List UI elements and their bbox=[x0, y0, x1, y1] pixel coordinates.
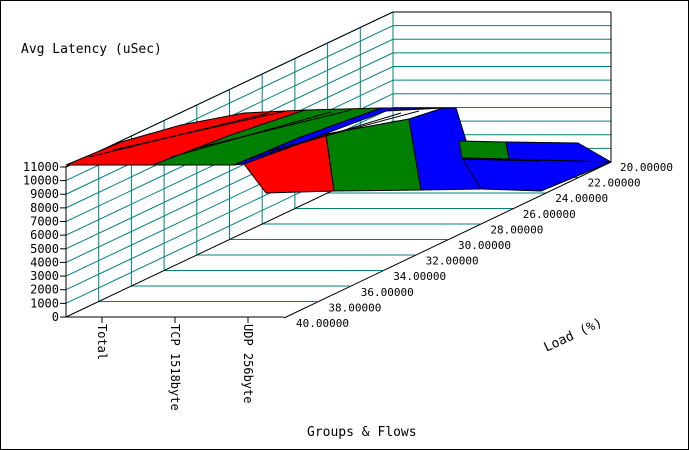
surface-polygon-green bbox=[458, 140, 510, 160]
group-tick-label: TCP 1518byte bbox=[168, 324, 182, 411]
load-tick-label: 40.00000 bbox=[296, 317, 349, 330]
leftwall-top-edge bbox=[65, 11, 394, 168]
surface-polygon-blue bbox=[461, 157, 612, 192]
category-axis-title: Groups & Flows bbox=[307, 425, 417, 440]
surface-mesh-line bbox=[112, 110, 287, 151]
surface-polygon-blue bbox=[505, 141, 612, 163]
latency-tick-label: 3000 bbox=[30, 269, 59, 283]
load-tick-label: 32.00000 bbox=[426, 255, 479, 268]
latency-tick-label: 10000 bbox=[23, 174, 59, 188]
load-tick-label: 26.00000 bbox=[523, 208, 576, 221]
load-tick-label: 24.00000 bbox=[555, 192, 608, 205]
latency-tick-label: 7000 bbox=[30, 215, 59, 229]
latency-tick-label: 9000 bbox=[30, 187, 59, 201]
surface-polygon-green bbox=[325, 118, 422, 192]
latency-tick-label: 2000 bbox=[30, 283, 59, 297]
latency-tick-label: 11000 bbox=[23, 160, 59, 174]
group-tick-label: UDP 256byte bbox=[241, 324, 255, 403]
surface-mesh-line bbox=[268, 110, 420, 152]
latency-tick-label: 5000 bbox=[30, 242, 59, 256]
value-axis-title: Avg Latency (uSec) bbox=[21, 42, 162, 57]
latency-tick-label: 1000 bbox=[30, 296, 59, 310]
latency-tick-label: 6000 bbox=[30, 228, 59, 242]
load-tick-label: 38.00000 bbox=[328, 301, 381, 314]
group-tick-label: Total bbox=[95, 324, 109, 360]
surface-mesh-line bbox=[461, 158, 542, 162]
load-tick-label: 22.00000 bbox=[588, 177, 641, 190]
latency-tick-label: 8000 bbox=[30, 201, 59, 215]
latency-tick-label: 0 bbox=[52, 310, 59, 324]
load-tick-label: 36.00000 bbox=[361, 286, 414, 299]
load-axis-line bbox=[283, 161, 612, 319]
latency-tick-label: 4000 bbox=[30, 255, 59, 269]
surface-mesh-line bbox=[192, 109, 352, 150]
load-tick-label: 30.00000 bbox=[458, 239, 511, 252]
load-tick-label: 20.00000 bbox=[620, 161, 673, 174]
load-tick-label: 28.00000 bbox=[490, 223, 543, 236]
load-tick-label: 34.00000 bbox=[393, 270, 446, 283]
